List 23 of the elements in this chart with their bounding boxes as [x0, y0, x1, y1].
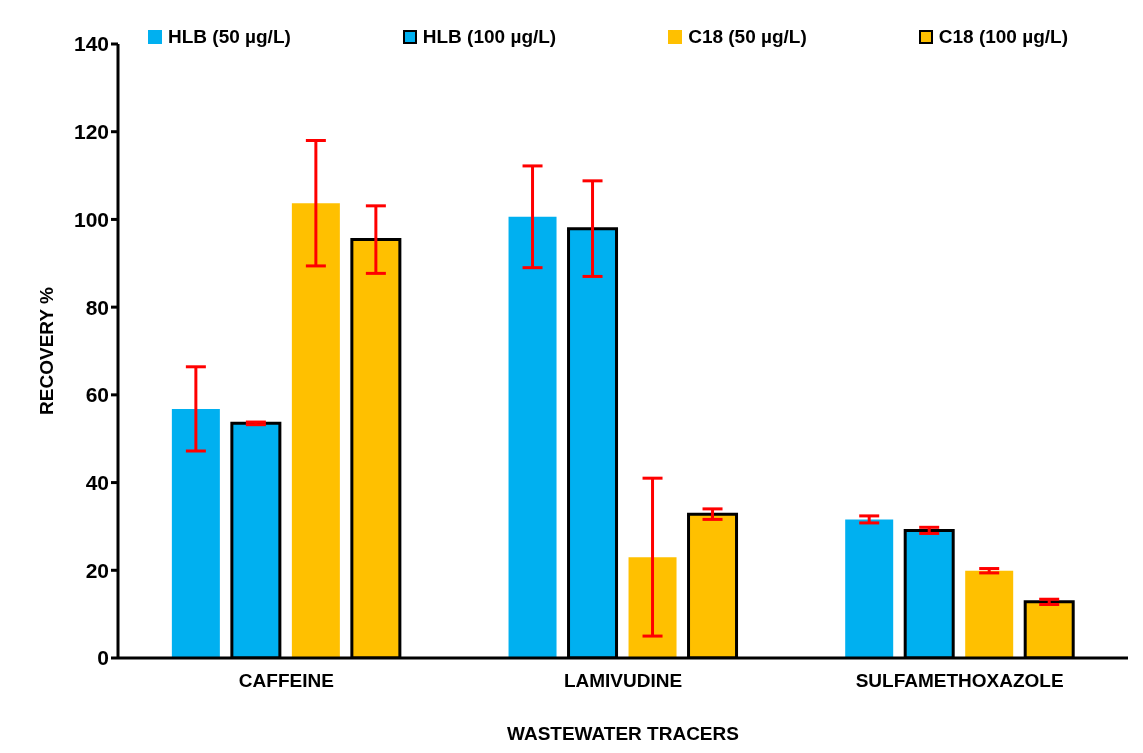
y-tick-label: 80 [85, 295, 109, 319]
y-tick-label: 0 [97, 646, 109, 670]
y-tick-label: 120 [73, 120, 109, 144]
bar [845, 519, 894, 658]
y-tick-label: 60 [85, 383, 109, 407]
legend-label: HLB (50 µg/L) [167, 26, 291, 48]
y-tick-label: 20 [85, 558, 109, 582]
bar [508, 216, 557, 658]
bar [965, 570, 1014, 658]
legend-label: C18 (100 µg/L) [937, 26, 1068, 48]
y-tick-label: 100 [73, 207, 109, 231]
x-tick-label: LAMIVUDINE [563, 670, 683, 692]
bar [291, 203, 340, 658]
x-tick-label: SULFAMETHOXAZOLE [855, 670, 1064, 692]
y-tick-label: 140 [73, 32, 109, 56]
bar [628, 557, 677, 658]
legend-label: C18 (50 µg/L) [687, 26, 807, 48]
y-axis-title: RECOVERY % [35, 287, 57, 415]
legend-label: HLB (100 µg/L) [421, 26, 557, 48]
x-tick-label: CAFFEINE [238, 670, 334, 692]
bar [171, 408, 220, 658]
y-tick-label: 40 [85, 471, 109, 495]
x-axis-title: WASTEWATER TRACERS [507, 723, 739, 744]
